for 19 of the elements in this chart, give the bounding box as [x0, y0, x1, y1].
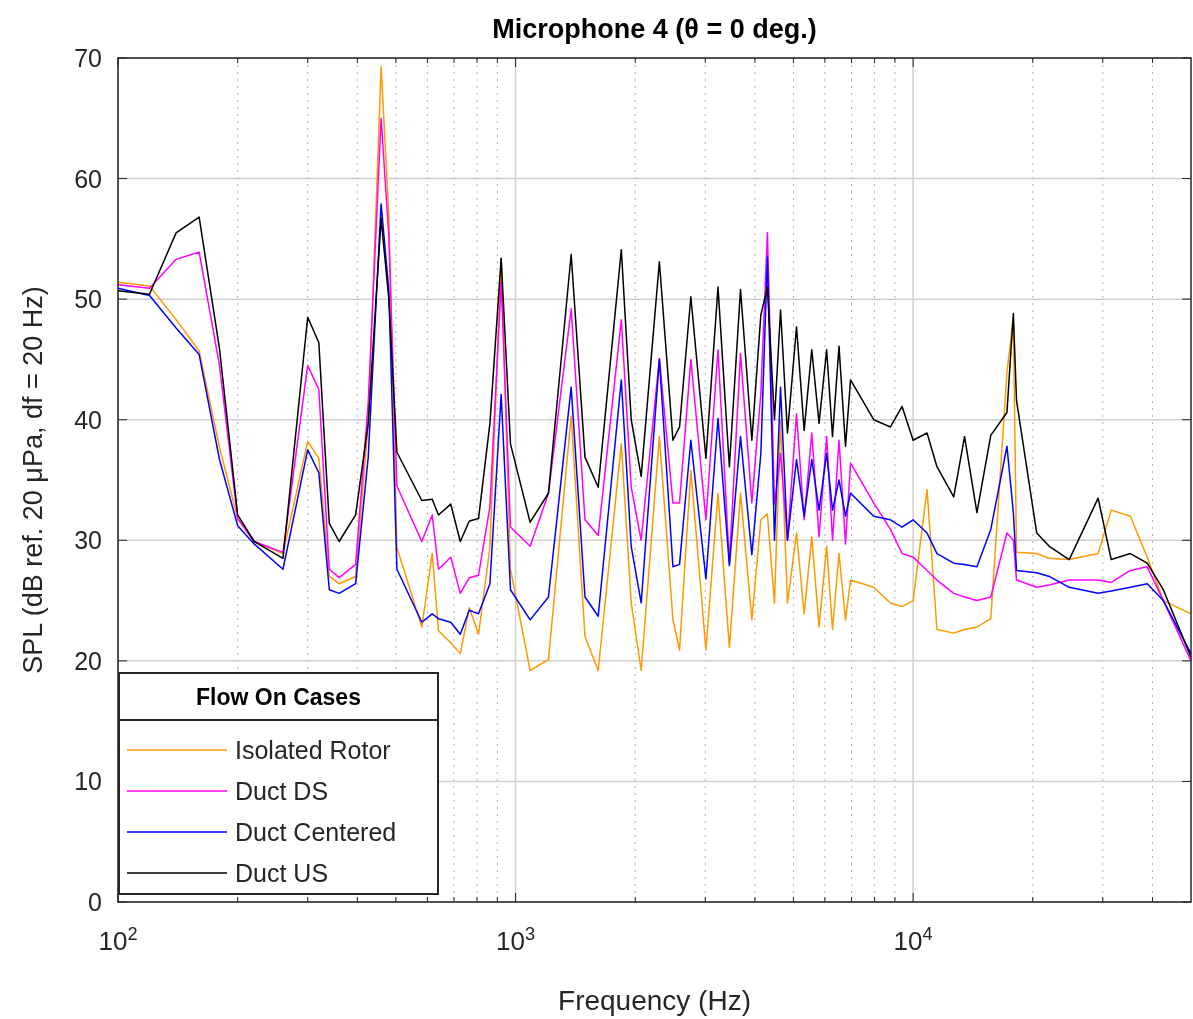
chart-title: Microphone 4 (θ = 0 deg.) [492, 14, 817, 44]
y-tick-label: 40 [74, 405, 102, 434]
y-tick-label: 60 [74, 164, 102, 193]
y-tick-label: 20 [74, 646, 102, 675]
y-tick-label: 0 [88, 888, 102, 916]
legend-label: Duct US [235, 859, 329, 887]
y-tick-label: 30 [74, 526, 102, 555]
x-tick-label: 10$^{4}$ [893, 924, 933, 956]
x-tick-label: 10$^{3}$ [496, 924, 536, 956]
x-axis-title: Frequency (Hz) [558, 985, 751, 1016]
y-tick-label: 50 [74, 285, 102, 314]
legend-label: Duct DS [235, 777, 329, 805]
legend-title: Flow On Cases [196, 684, 361, 710]
y-tick-label: 10 [74, 767, 102, 796]
y-tick-label: 70 [74, 44, 102, 72]
legend-label: Duct Centered [235, 818, 397, 846]
y-axis-title: SPL (dB ref. 20 μPa, df = 20 Hz) [18, 286, 48, 674]
legend-label: Isolated Rotor [235, 736, 391, 764]
x-tick-label: 10$^{2}$ [98, 924, 138, 956]
